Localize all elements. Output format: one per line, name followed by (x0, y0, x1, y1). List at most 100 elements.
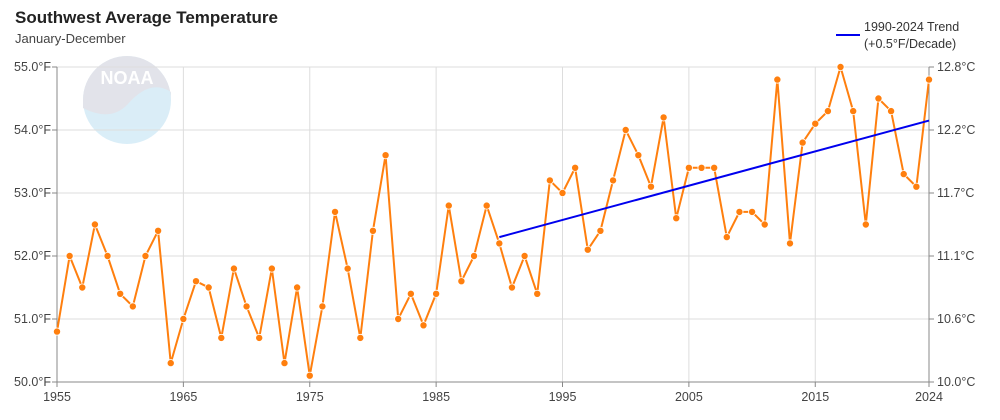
data-point (204, 283, 213, 292)
logo-top (83, 56, 171, 115)
y-tick-label-left: 52.0°F (14, 249, 51, 263)
data-point (748, 207, 757, 216)
data-point (773, 75, 782, 84)
data-point (659, 113, 668, 122)
data-point (65, 251, 74, 260)
x-tick-label: 2024 (915, 390, 943, 404)
x-tick-label: 2015 (801, 390, 829, 404)
data-point (495, 239, 504, 248)
data-point (583, 245, 592, 254)
data-point (684, 163, 693, 172)
data-point (823, 107, 832, 116)
data-point (912, 182, 921, 191)
data-point (722, 233, 731, 242)
data-point (318, 302, 327, 311)
y-tick-label-right: 10.0°C (937, 375, 975, 389)
legend-trend-name: 1990-2024 Trend (864, 20, 960, 34)
data-point (154, 226, 163, 235)
data-point (811, 119, 820, 128)
y-tick-label-right: 11.7°C (937, 186, 974, 200)
legend-swatch-trend (836, 34, 860, 36)
data-point (229, 264, 238, 273)
data-point (760, 220, 769, 229)
data-point (116, 289, 125, 298)
data-point (368, 226, 377, 235)
data-point (697, 163, 706, 172)
y-tick-label-right: 10.6°C (937, 312, 975, 326)
chart-title: Southwest Average Temperature (15, 8, 278, 27)
data-point (470, 251, 479, 260)
y-tick-label-right: 11.1°C (937, 249, 974, 263)
data-point (735, 207, 744, 216)
data-point (849, 107, 858, 116)
data-point (861, 220, 870, 229)
data-point (293, 283, 302, 292)
data-point (545, 176, 554, 185)
data-point (305, 371, 314, 380)
logo-text: NOAA (101, 68, 154, 88)
data-point (533, 289, 542, 298)
y-tick-label-right: 12.2°C (937, 123, 975, 137)
data-point (571, 163, 580, 172)
y-tick-label-left: 50.0°F (14, 375, 51, 389)
data-point (520, 251, 529, 260)
data-point (331, 207, 340, 216)
data-point (179, 314, 188, 323)
x-tick-label: 1965 (169, 390, 197, 404)
data-point (710, 163, 719, 172)
data-point (925, 75, 934, 84)
data-point (267, 264, 276, 273)
data-point (482, 201, 491, 210)
y-tick-label-left: 53.0°F (14, 186, 51, 200)
data-point (255, 333, 264, 342)
y-tick-label-left: 55.0°F (14, 60, 51, 74)
data-point (419, 321, 428, 330)
data-point (280, 359, 289, 368)
data-point (242, 302, 251, 311)
data-point (103, 251, 112, 260)
data-point (609, 176, 618, 185)
data-point (887, 107, 896, 116)
data-point (432, 289, 441, 298)
data-point (621, 126, 630, 135)
data-point (646, 182, 655, 191)
data-point (90, 220, 99, 229)
data-point (141, 251, 150, 260)
data-point (672, 214, 681, 223)
data-point (836, 63, 845, 72)
data-point (406, 289, 415, 298)
x-tick-label: 1975 (296, 390, 324, 404)
data-point (166, 359, 175, 368)
data-point (785, 239, 794, 248)
y-tick-label-left: 51.0°F (14, 312, 51, 326)
data-point (217, 333, 226, 342)
data-point (53, 327, 62, 336)
data-point (78, 283, 87, 292)
data-point (192, 277, 201, 286)
data-point (634, 151, 643, 160)
trend-line (499, 119, 930, 239)
legend-trend-rate: (+0.5°F/Decade) (864, 37, 957, 51)
noaa-logo: NOAA (83, 56, 171, 144)
legend-label-trend: 1990-2024 Trend (+0.5°F/Decade) (864, 19, 959, 53)
data-point (899, 170, 908, 179)
chart-subtitle: January-December (15, 31, 126, 46)
data-point (457, 277, 466, 286)
data-point (128, 302, 137, 311)
y-tick-label-right: 12.8°C (937, 60, 975, 74)
x-tick-label: 2005 (675, 390, 703, 404)
data-point (558, 188, 567, 197)
data-point (356, 333, 365, 342)
data-point (507, 283, 516, 292)
data-point (798, 138, 807, 147)
data-point (381, 151, 390, 160)
y-tick-label-left: 54.0°F (14, 123, 51, 137)
data-point (874, 94, 883, 103)
x-tick-label: 1955 (43, 390, 71, 404)
x-tick-label: 1985 (422, 390, 450, 404)
data-point (343, 264, 352, 273)
data-point (444, 201, 453, 210)
data-point (596, 226, 605, 235)
